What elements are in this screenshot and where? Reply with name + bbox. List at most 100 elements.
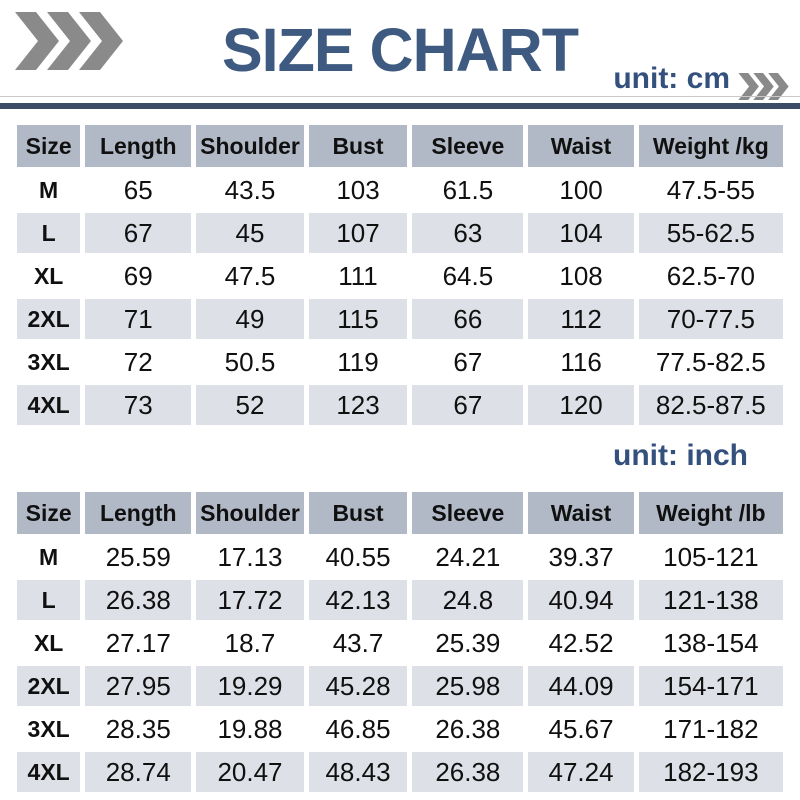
value-cell: 19.88 [196,709,304,749]
value-cell: 49 [196,299,304,339]
value-cell: 25.59 [85,537,192,577]
value-cell: 42.13 [308,580,408,620]
value-cell: 100 [528,170,634,210]
column-header: Shoulder [196,125,304,167]
value-cell: 138-154 [638,623,783,663]
table-row: 4XL 73 52 123 67 120 82.5-87.5 [17,385,783,425]
value-cell: 105-121 [638,537,783,577]
value-cell: 52 [196,385,304,425]
size-cell: M [17,537,81,577]
divider-thin-line [0,96,800,97]
value-cell: 64.5 [412,256,524,296]
value-cell: 40.55 [308,537,408,577]
value-cell: 63 [412,213,524,253]
value-cell: 42.52 [528,623,634,663]
value-cell: 25.39 [412,623,524,663]
size-cell: L [17,580,81,620]
value-cell: 116 [528,342,634,382]
page-title: SIZE CHART [222,16,579,84]
column-header: Shoulder [196,492,304,534]
cm-size-table: Size Length Shoulder Bust Sleeve Waist Weight … [12,122,788,428]
value-cell: 45 [196,213,304,253]
value-cell: 123 [308,385,408,425]
column-header: Waist [528,125,634,167]
value-cell: 26.38 [412,752,524,792]
value-cell: 67 [85,213,192,253]
table-row: XL 69 47.5 111 64.5 108 62.5-70 [17,256,783,296]
size-cell: 4XL [17,752,81,792]
size-cell: 3XL [17,342,81,382]
table-row: 4XL 28.74 20.47 48.43 26.38 47.24 182-193 [17,752,783,792]
size-cell: 2XL [17,299,81,339]
value-cell: 107 [308,213,408,253]
value-cell: 50.5 [196,342,304,382]
value-cell: 25.98 [412,666,524,706]
column-header: Bust [308,125,408,167]
value-cell: 82.5-87.5 [638,385,783,425]
value-cell: 26.38 [85,580,192,620]
value-cell: 108 [528,256,634,296]
column-header: Waist [528,492,634,534]
value-cell: 45.28 [308,666,408,706]
value-cell: 17.13 [196,537,304,577]
column-header: Weight /kg [638,125,783,167]
unit-cm-label: unit: cm [613,62,730,95]
page-header: SIZE CHART unit: cm [0,0,800,109]
value-cell: 55-62.5 [638,213,783,253]
header-row: Size Length Shoulder Bust Sleeve Waist Weight … [17,492,783,534]
value-cell: 103 [308,170,408,210]
size-cell: M [17,170,81,210]
table-row: XL 27.17 18.7 43.7 25.39 42.52 138-154 [17,623,783,663]
value-cell: 67 [412,342,524,382]
size-cell: XL [17,256,81,296]
table-row: 3XL 28.35 19.88 46.85 26.38 45.67 171-182 [17,709,783,749]
size-cell: XL [17,623,81,663]
column-header: Length [85,125,192,167]
value-cell: 39.37 [528,537,634,577]
value-cell: 154-171 [638,666,783,706]
table-row: 2XL 27.95 19.29 45.28 25.98 44.09 154-171 [17,666,783,706]
divider-thick-line [0,103,800,109]
table-row: 3XL 72 50.5 119 67 116 77.5-82.5 [17,342,783,382]
table-row: M 65 43.5 103 61.5 100 47.5-55 [17,170,783,210]
value-cell: 70-77.5 [638,299,783,339]
size-cell: L [17,213,81,253]
value-cell: 27.17 [85,623,192,663]
value-cell: 45.67 [528,709,634,749]
triple-chevron-right-icon [15,12,123,70]
value-cell: 19.29 [196,666,304,706]
value-cell: 61.5 [412,170,524,210]
value-cell: 72 [85,342,192,382]
table-row: 2XL 71 49 115 66 112 70-77.5 [17,299,783,339]
column-header: Length [85,492,192,534]
table-row: L 26.38 17.72 42.13 24.8 40.94 121-138 [17,580,783,620]
value-cell: 77.5-82.5 [638,342,783,382]
value-cell: 69 [85,256,192,296]
value-cell: 26.38 [412,709,524,749]
value-cell: 71 [85,299,192,339]
value-cell: 62.5-70 [638,256,783,296]
value-cell: 65 [85,170,192,210]
value-cell: 67 [412,385,524,425]
value-cell: 28.35 [85,709,192,749]
value-cell: 182-193 [638,752,783,792]
size-cell: 3XL [17,709,81,749]
size-cell: 4XL [17,385,81,425]
value-cell: 43.5 [196,170,304,210]
unit-inch-label: unit: inch [613,439,748,472]
value-cell: 115 [308,299,408,339]
value-cell: 47.5 [196,256,304,296]
value-cell: 104 [528,213,634,253]
value-cell: 27.95 [85,666,192,706]
value-cell: 24.8 [412,580,524,620]
value-cell: 28.74 [85,752,192,792]
value-cell: 20.47 [196,752,304,792]
value-cell: 119 [308,342,408,382]
column-header: Sleeve [412,125,524,167]
column-header: Size [17,125,81,167]
column-header: Bust [308,492,408,534]
value-cell: 17.72 [196,580,304,620]
value-cell: 18.7 [196,623,304,663]
triple-chevron-right-icon [738,73,789,100]
table-row: M 25.59 17.13 40.55 24.21 39.37 105-121 [17,537,783,577]
